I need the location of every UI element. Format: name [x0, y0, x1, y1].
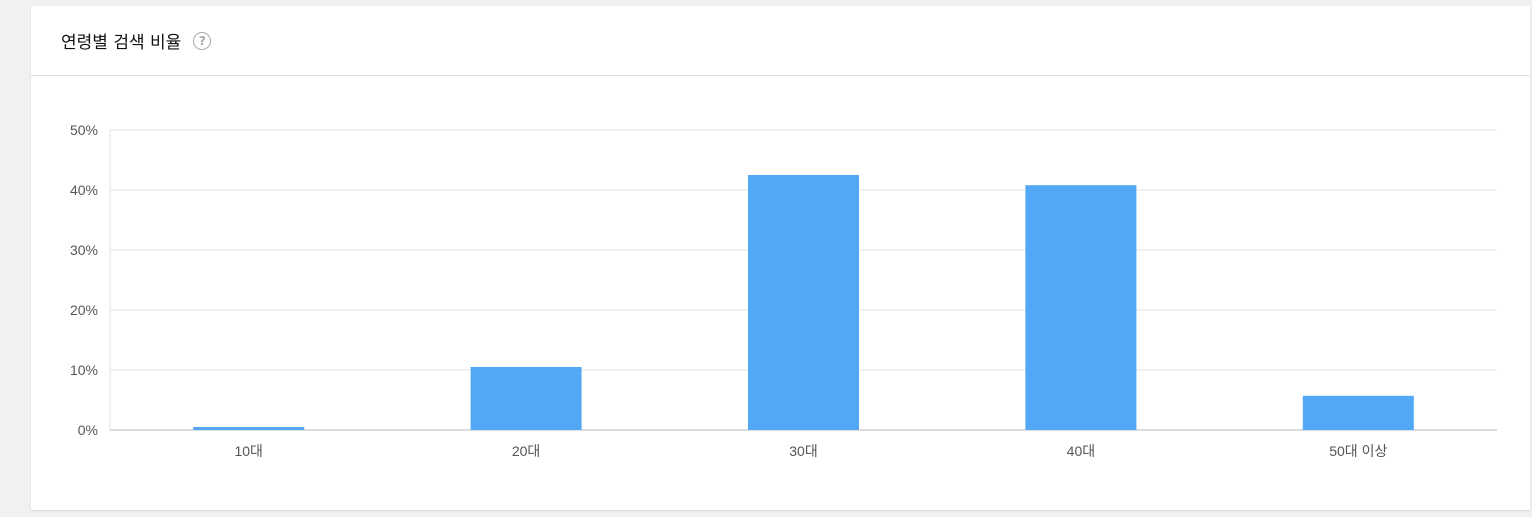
question-circle-icon[interactable]: ?	[193, 31, 212, 50]
bar-4	[1025, 185, 1137, 430]
bar-2	[470, 367, 582, 430]
x-tick-label: 20대	[512, 443, 540, 459]
x-tick-label: 10대	[234, 443, 262, 459]
y-tick-label: 10%	[70, 362, 98, 378]
y-tick-label: 30%	[70, 242, 98, 258]
bar-1	[193, 427, 305, 430]
x-tick-label: 40대	[1067, 443, 1095, 459]
bar-3	[748, 175, 859, 430]
y-tick-label: 20%	[70, 302, 98, 318]
y-tick-label: 50%	[70, 122, 98, 138]
bar-5	[1302, 395, 1414, 430]
card-header: 연령별 검색 비율 ?	[31, 6, 1530, 76]
y-tick-label: 40%	[70, 182, 98, 198]
y-tick-label: 0%	[78, 422, 98, 438]
x-tick-label: 30대	[789, 443, 817, 459]
x-tick-label: 50대 이상	[1329, 443, 1387, 459]
card-title: 연령별 검색 비율	[61, 33, 182, 53]
